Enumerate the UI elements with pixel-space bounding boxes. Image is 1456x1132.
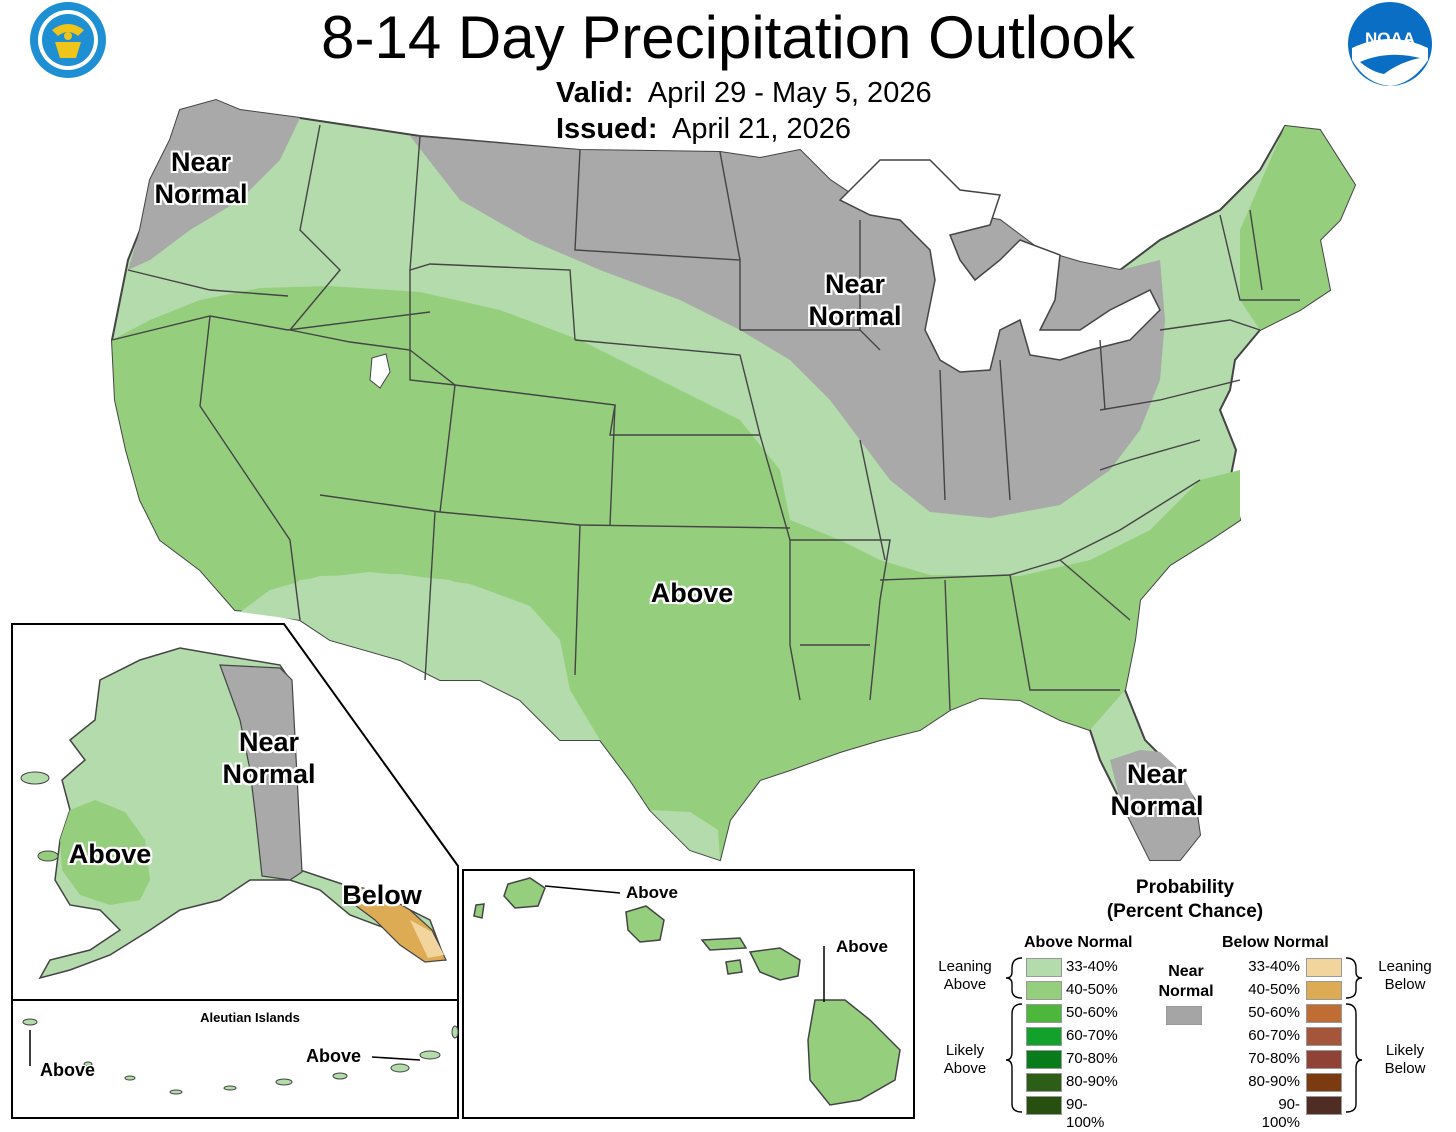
above-33-40-south-texas [650,810,720,860]
page-title: 8-14 Day Precipitation Outlook [321,4,1135,71]
noaa-logo-icon: NOAA [1348,2,1432,86]
label-hawaii-kauai: Above [626,883,678,902]
label-alaska-southeast: Below [342,880,422,910]
legend-below-swatch-2 [1306,1004,1342,1023]
legend-title-line1: Probability [1135,877,1235,898]
oahu-island [625,905,665,943]
conus-map [110,98,1357,862]
great-lakes [838,159,1161,373]
label-conus-florida: Near Normal [1110,759,1204,821]
alaska-east-near-normal [219,664,303,881]
big-island [807,999,901,1106]
legend-below-swatch-3 [1306,1027,1342,1046]
noaa-logo-text: NOAA [1365,29,1415,48]
legend-near-normal-label: Near Normal [1158,963,1214,1000]
legend-below-label-2: 50-60% [1248,1004,1300,1021]
label-hawaii-big-island: Above [836,937,888,956]
hawaii-islands [473,877,901,1106]
molokai-island [700,937,748,951]
niihau-island [473,903,485,919]
maui-island [748,947,801,981]
legend-likely-below: Likely Below [1384,1042,1426,1077]
legend-above-swatch-0 [1026,958,1062,977]
legend-below-header: Below Normal [1222,934,1329,951]
legend-below-swatch-6 [1306,1096,1342,1115]
legend-leaning-below: Leaning Below [1378,958,1432,993]
valid-value: April 29 - May 5, 2026 [647,77,932,109]
label-conus-south: Above [650,578,734,608]
valid-dates: Valid: April 29 - May 5, 2026 [556,76,932,110]
legend-below-label-0: 33-40% [1248,958,1300,975]
lanai-island [725,959,743,975]
alaska-southeast-below-33-40 [410,920,444,958]
issued-label: Issued: [556,113,658,145]
legend-title: Probability (Percent Chance) [1070,876,1300,924]
legend-above-label-6: 90-100% [1066,1096,1105,1131]
legend-above-label-5: 80-90% [1066,1073,1118,1090]
alaska-map [20,647,447,980]
alaska-island-nunivak [37,850,59,862]
legend-below-swatch-5 [1306,1073,1342,1092]
legend-above-swatch-2 [1026,1004,1062,1023]
near-normal-florida [1110,750,1200,860]
label-alaska-west: Above [68,839,152,869]
alaska-west-above-40-50 [60,800,150,905]
legend-above-swatch-6 [1026,1096,1062,1115]
legend-above-label-4: 70-80% [1066,1050,1118,1067]
legend-near-normal-swatch [1166,1006,1202,1025]
issued-date: Issued: April 21, 2026 [556,112,851,146]
commerce-seal-icon [30,2,106,78]
legend-above-swatch-1 [1026,981,1062,1000]
legend-leaning-above: Leaning Above [938,958,992,993]
near-normal-midwest [410,136,1165,518]
above-40-50-region [112,286,1240,860]
legend-below-swatch-4 [1306,1050,1342,1069]
state-borders [111,124,1300,711]
label-conus-northwest: Near Normal [154,147,248,209]
aleutian-islands [22,1018,459,1095]
aleutian-title: Aleutian Islands [200,1010,300,1025]
legend-below-swatch-1 [1306,981,1342,1000]
legend-title-line2: (Percent Chance) [1106,901,1264,922]
label-aleutian-west: Above [40,1060,96,1080]
legend-likely-above: Likely Above [943,1042,987,1077]
legend-braces [1005,957,1363,1113]
legend-below-label-4: 70-80% [1248,1050,1300,1067]
label-alaska-east: Near Normal [222,727,316,789]
valid-label: Valid: [556,77,634,109]
legend-above-swatch-4 [1026,1050,1062,1069]
legend-below-label-5: 80-90% [1248,1073,1300,1090]
issued-value: April 21, 2026 [672,113,852,145]
legend-above-label-0: 33-40% [1066,958,1118,975]
kauai-island [503,877,546,909]
legend-above-label-2: 50-60% [1066,1004,1118,1021]
legend-above-label-3: 60-70% [1066,1027,1118,1044]
label-aleutian-east: Above [306,1046,362,1066]
label-conus-midwest: Near Normal [808,269,902,331]
legend-below-label-6: 90-100% [1261,1096,1300,1131]
legend-above-swatch-5 [1026,1073,1062,1092]
legend-below-label-3: 60-70% [1248,1027,1300,1044]
above-33-40-southwest [240,574,600,740]
near-normal-northwest [128,100,300,270]
legend-above-label-1: 40-50% [1066,981,1118,998]
above-40-50-northeast [1240,126,1355,330]
legend-above-swatch-3 [1026,1027,1062,1046]
aleutian-inset-frame [11,999,459,1119]
legend-below-label-1: 40-50% [1248,981,1300,998]
legend-above-header: Above Normal [1024,934,1133,951]
legend-below-swatch-0 [1306,958,1342,977]
great-salt-lake [369,353,391,389]
alaska-island [20,771,50,785]
